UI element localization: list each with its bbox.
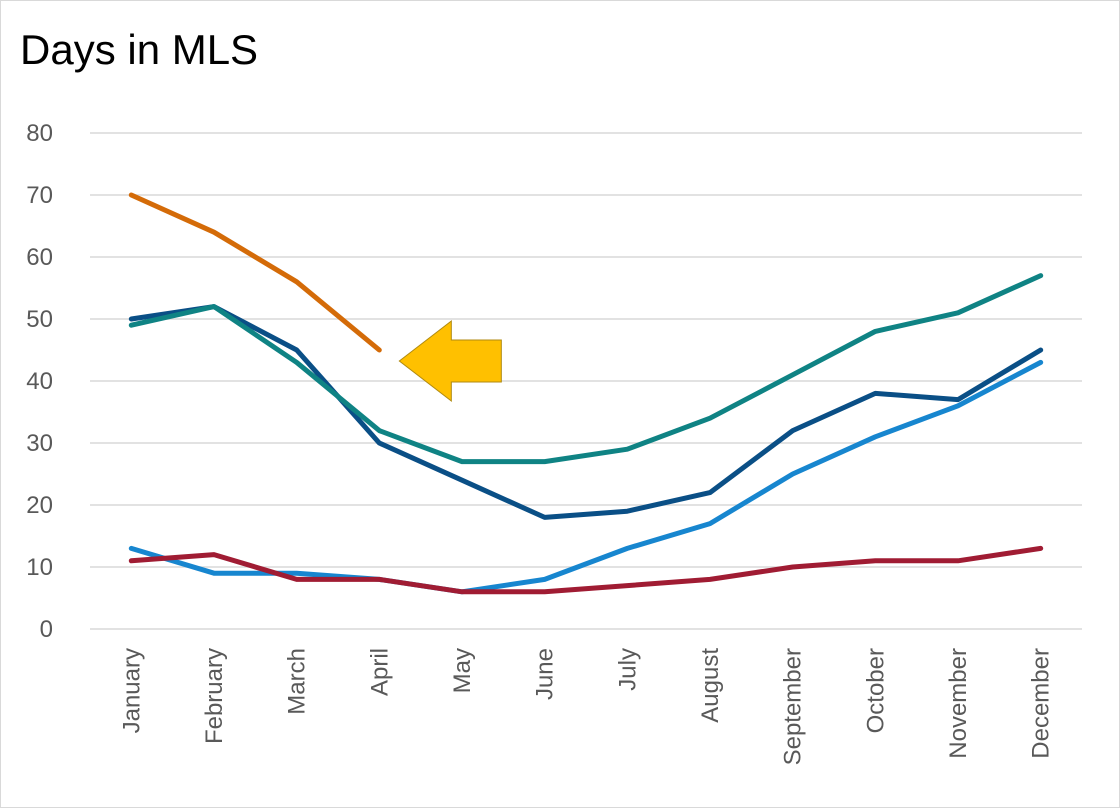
x-tick-label-november: November xyxy=(945,648,972,759)
y-tick-label: 50 xyxy=(26,306,53,333)
x-tick-label-october: October xyxy=(862,648,889,733)
x-tick-label-april: April xyxy=(366,648,393,696)
y-tick-label: 10 xyxy=(26,554,53,581)
x-tick-label-january: January xyxy=(118,648,145,733)
x-tick-label-may: May xyxy=(449,648,476,693)
annotation-arrow-1 xyxy=(398,319,502,403)
y-tick-label: 60 xyxy=(26,244,53,271)
x-tick-label-march: March xyxy=(284,648,311,715)
x-tick-label-december: December xyxy=(1028,648,1055,759)
y-tick-label: 0 xyxy=(40,616,53,643)
series-line-2 xyxy=(128,304,1044,520)
x-tick-label-september: September xyxy=(780,648,807,765)
y-tick-label: 40 xyxy=(26,368,53,395)
series-line-1 xyxy=(128,192,382,353)
chart-title: Days in MLS xyxy=(20,26,259,73)
x-tick-label-august: August xyxy=(697,648,724,723)
x-tick-label-july: July xyxy=(614,648,641,691)
y-axis-ticks: 0 10 20 30 40 50 60 70 80 xyxy=(26,120,53,643)
y-tick-label: 20 xyxy=(26,492,53,519)
series-lines xyxy=(128,192,1044,595)
x-tick-label-june: June xyxy=(532,648,559,700)
y-tick-label: 30 xyxy=(26,430,53,457)
x-axis-ticks: January February March April May June July Augu… xyxy=(118,648,1054,766)
gridlines xyxy=(90,132,1082,630)
series-line-5 xyxy=(128,545,1044,595)
y-tick-label: 80 xyxy=(26,120,53,147)
y-tick-label: 70 xyxy=(26,182,53,209)
x-tick-label-february: February xyxy=(201,648,228,744)
annotations xyxy=(398,319,502,403)
series-line-3 xyxy=(128,273,1044,465)
